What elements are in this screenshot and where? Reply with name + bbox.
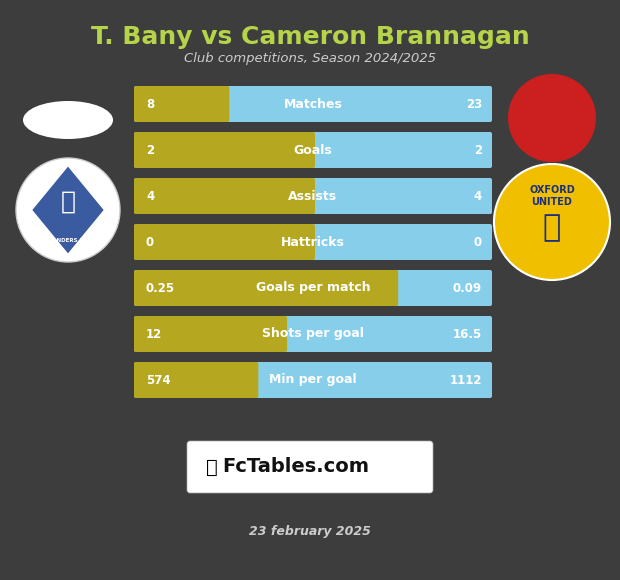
Text: 4: 4 [474,190,482,202]
Circle shape [16,158,120,262]
FancyBboxPatch shape [187,441,433,493]
FancyBboxPatch shape [134,224,492,260]
FancyBboxPatch shape [134,132,492,168]
Text: FcTables.com: FcTables.com [222,458,369,477]
Text: 2: 2 [146,143,154,157]
FancyBboxPatch shape [134,270,492,306]
FancyBboxPatch shape [134,86,492,122]
Polygon shape [31,165,105,255]
Ellipse shape [23,101,113,139]
Text: Goals per match: Goals per match [255,281,370,295]
Text: T. Bany vs Cameron Brannagan: T. Bany vs Cameron Brannagan [91,25,529,49]
FancyBboxPatch shape [134,86,229,122]
Text: 4: 4 [146,190,154,202]
Text: UNITED: UNITED [531,197,572,207]
Text: Matches: Matches [283,97,342,111]
Text: Club competitions, Season 2024/2025: Club competitions, Season 2024/2025 [184,52,436,65]
Text: 2: 2 [474,143,482,157]
Text: 12: 12 [146,328,162,340]
FancyBboxPatch shape [134,270,398,306]
Text: 574: 574 [146,374,170,386]
Text: RANDERS FC: RANDERS FC [48,237,87,242]
Text: Min per goal: Min per goal [269,374,357,386]
FancyBboxPatch shape [134,362,259,398]
Text: 🐂: 🐂 [543,213,561,242]
Text: 23: 23 [466,97,482,111]
FancyBboxPatch shape [134,316,492,352]
Circle shape [494,164,610,280]
FancyBboxPatch shape [134,316,287,352]
Text: 0.09: 0.09 [453,281,482,295]
Text: Shots per goal: Shots per goal [262,328,364,340]
Text: 1112: 1112 [450,374,482,386]
Text: Hattricks: Hattricks [281,235,345,248]
Text: OXFORD: OXFORD [529,185,575,195]
FancyBboxPatch shape [134,132,315,168]
Text: 23 february 2025: 23 february 2025 [249,525,371,538]
FancyBboxPatch shape [134,224,315,260]
Text: 0: 0 [474,235,482,248]
Text: 0: 0 [146,235,154,248]
Text: 📊: 📊 [206,458,218,477]
Text: Goals: Goals [294,143,332,157]
Text: 🐴: 🐴 [61,190,76,214]
FancyBboxPatch shape [134,178,315,214]
Text: 0.25: 0.25 [146,281,175,295]
Text: Assists: Assists [288,190,337,202]
Text: 8: 8 [146,97,154,111]
Ellipse shape [508,74,596,162]
FancyBboxPatch shape [134,362,492,398]
FancyBboxPatch shape [134,178,492,214]
Text: 16.5: 16.5 [453,328,482,340]
